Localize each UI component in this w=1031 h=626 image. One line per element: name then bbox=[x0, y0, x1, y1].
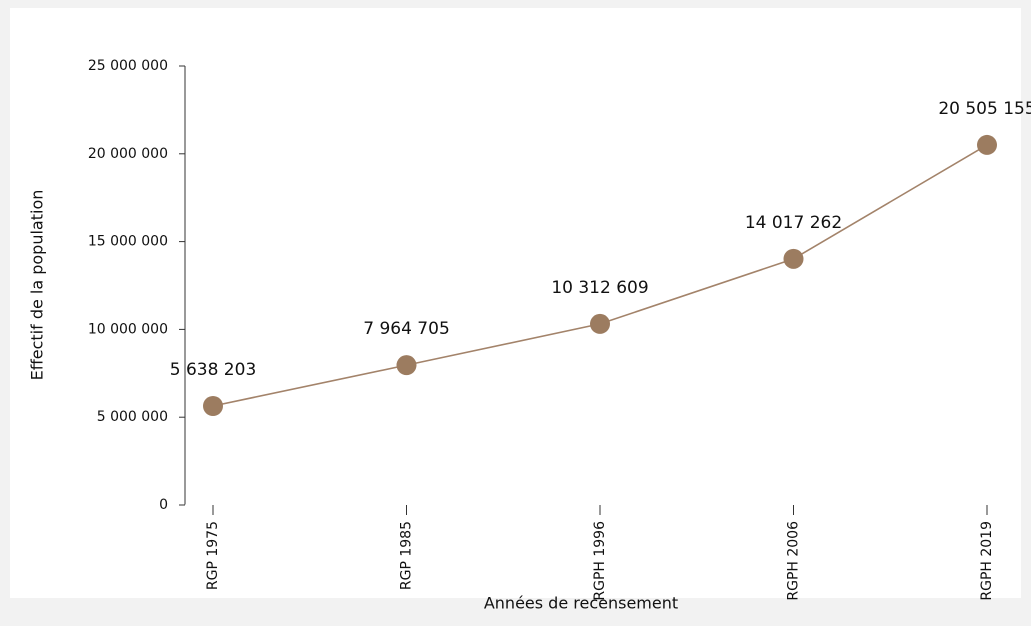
marker bbox=[977, 134, 997, 155]
y-axis-title: Effectif de la population bbox=[28, 190, 47, 381]
marker bbox=[590, 313, 610, 334]
y-tick-label: 15 000 000 bbox=[88, 234, 168, 250]
marker bbox=[783, 248, 804, 269]
data-label: 14 017 262 bbox=[745, 213, 842, 233]
x-tick-label: RGPH 2019 bbox=[979, 521, 995, 601]
data-label: 7 964 705 bbox=[363, 319, 450, 339]
x-tick-label: RGP 1985 bbox=[399, 521, 415, 590]
x-tick-label: RGPH 2006 bbox=[786, 521, 802, 601]
x-tick-label: RGP 1975 bbox=[205, 521, 221, 590]
data-label: 20 505 155 bbox=[938, 99, 1031, 119]
y-tick-label: 5 000 000 bbox=[97, 409, 168, 425]
marker bbox=[203, 395, 223, 416]
y-tick-label: 10 000 000 bbox=[88, 321, 168, 337]
y-tick-label: 20 000 000 bbox=[88, 146, 168, 162]
x-tick-label: RGPH 1996 bbox=[592, 521, 608, 601]
x-axis-title: Années de recensement bbox=[484, 594, 678, 613]
y-tick-label: 25 000 000 bbox=[88, 58, 168, 74]
marker bbox=[396, 355, 417, 376]
plot-background bbox=[10, 8, 1021, 598]
data-label: 10 312 609 bbox=[551, 278, 648, 298]
y-tick-label: 0 bbox=[159, 497, 168, 513]
data-label: 5 638 203 bbox=[170, 360, 257, 380]
